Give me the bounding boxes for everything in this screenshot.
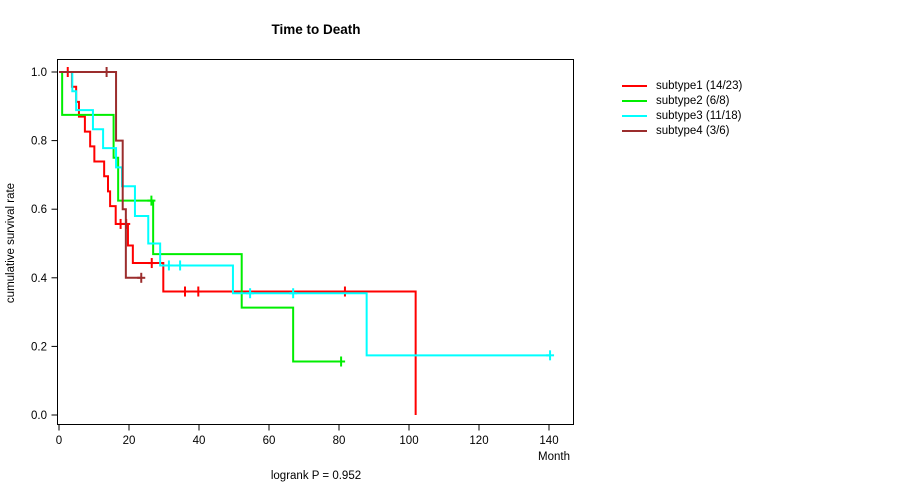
svg-text:0.0: 0.0 [31,410,47,422]
svg-text:0: 0 [56,435,62,447]
legend-label: subtype3 (11/18) [656,109,742,122]
y-axis-label: cumulative survival rate [5,182,17,304]
svg-text:100: 100 [399,435,418,447]
chart-title: Time to Death [271,22,361,37]
legend-line-swatch [622,129,647,132]
legend-label: subtype4 (3/6) [656,124,730,137]
legend: subtype1 (14/23) subtype2 (6/8) subtype3… [622,78,742,138]
logrank-p-value: logrank P = 0.952 [270,470,362,482]
svg-text:0.8: 0.8 [31,136,47,148]
svg-text:140: 140 [539,435,558,447]
svg-text:120: 120 [469,435,488,447]
svg-text:40: 40 [193,435,206,447]
svg-text:0.4: 0.4 [31,273,48,285]
legend-item-subtype2: subtype2 (6/8) [622,93,742,108]
svg-text:0.6: 0.6 [31,204,47,216]
legend-label: subtype2 (6/8) [656,94,730,107]
legend-line-swatch [622,99,647,102]
legend-item-subtype3: subtype3 (11/18) [622,108,742,123]
legend-line-swatch [622,84,647,87]
svg-text:20: 20 [123,435,136,447]
svg-text:0.2: 0.2 [31,341,47,353]
legend-item-subtype4: subtype4 (3/6) [622,123,742,138]
legend-line-swatch [622,114,647,117]
legend-label: subtype1 (14/23) [656,79,743,92]
svg-text:60: 60 [263,435,276,447]
x-axis-label: Month [538,451,570,463]
svg-text:1.0: 1.0 [31,67,47,79]
legend-item-subtype1: subtype1 (14/23) [622,78,742,93]
svg-text:80: 80 [333,435,346,447]
